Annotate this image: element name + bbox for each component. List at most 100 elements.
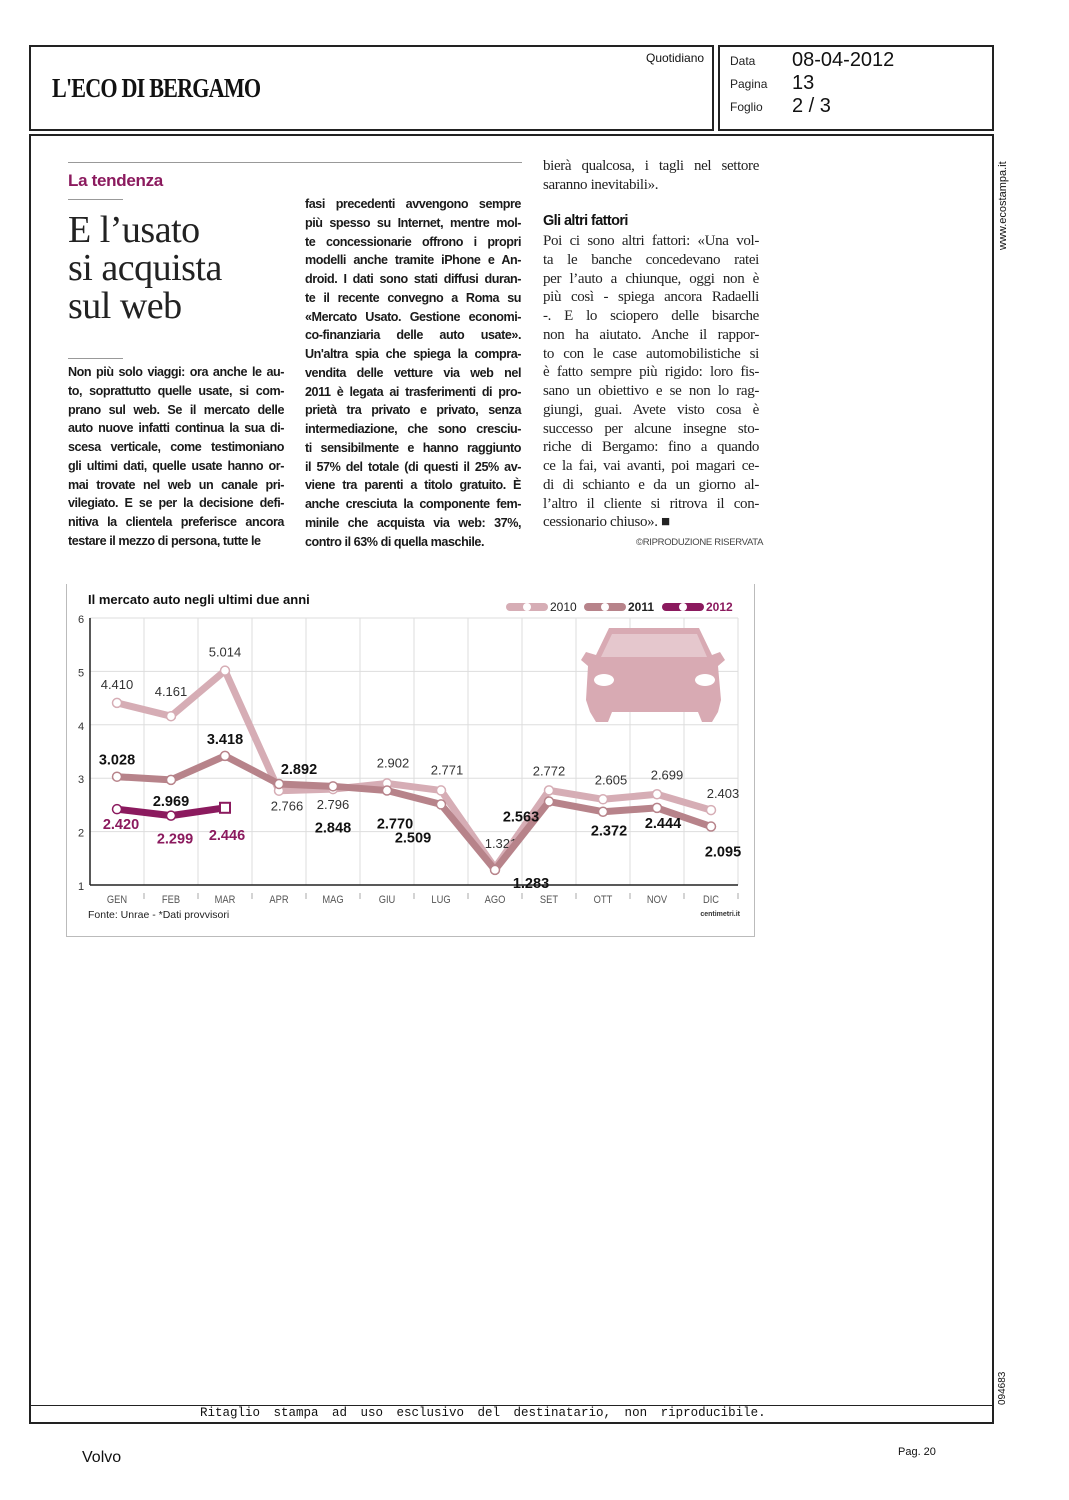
clipping-frame [29,134,994,1424]
text-line: vendita delle vetture via web nel [305,365,521,380]
text-line: «Mercato Usato. Gestione economi- [305,309,521,324]
x-tick-label: AGO [485,894,506,906]
text-line: fasi precedenti avvengono sempre [305,197,521,211]
text-line: anche cresciuta la componente fem- [305,497,521,511]
data-point [165,710,177,722]
page-value: 13 [792,72,815,94]
footer-rule [31,1405,992,1406]
x-tick-label: LUG [431,894,450,906]
headline-line: E l’usato [68,209,200,251]
text-line: Un'altra spia che spiega la compra- [305,347,521,361]
y-tick-label: 6 [78,614,84,626]
subhead: Gli altri fattori [543,213,628,229]
headline: E l’usato si acquista sul web [68,211,222,325]
car-headlight [594,674,614,686]
kicker-rule [68,199,123,200]
data-label: 2.848 [315,820,351,836]
series-line-2010 [116,667,712,872]
data-point [165,774,177,786]
chart-source: Fonte: Unrae - *Dati provvisori [88,909,229,921]
top-rule [68,162,522,163]
data-label: 2.796 [317,797,350,812]
text-line: prano sul web. Se il mercato delle [68,402,284,417]
text-line: più così - spiega ancora Radaelli [543,289,759,306]
publication-type: Quotidiano [646,51,705,65]
text-line: ta le banche concedevano ratei [543,251,759,268]
article-column-1: Non più solo viaggi: ora anche le au-to,… [68,363,284,551]
y-tick-label: 1 [78,881,84,893]
text-line: auto nuove infatti continua la sua di- [68,421,284,436]
x-tick-label: MAG [322,894,343,906]
text-line: vilegiato. E se per la decisione defi- [68,496,284,511]
data-point [381,785,393,796]
text-line: Non più solo viaggi: ora anche le au- [68,365,284,379]
text-line: testare il mezzo di persona, tutte le [68,533,261,548]
text-line: successo per alcune insegne sto- [543,420,759,437]
car-icon [581,628,725,722]
data-label: 2.892 [281,762,317,778]
data-point [651,789,663,800]
car-headlight [695,674,715,686]
data-label: 2.699 [651,767,684,782]
text-line: cessionario chiuso». ■ [543,514,670,531]
text-line: 2011 è legata ai trasferimenti di pro- [305,384,521,399]
headline-line: sul web [68,285,182,327]
data-point [705,821,717,832]
text-line: modelli anche tramite iPhone e An- [305,253,521,268]
text-line: gli ultimi dati, quelle usate hanno or- [68,458,284,473]
data-point [435,785,447,796]
text-line: saranno inevitabili». [543,176,659,193]
data-point [219,665,231,676]
data-label: 2.969 [153,794,189,810]
text-line: te il recente convegno a Roma su [305,290,521,305]
text-line: sano un obiettivo e se non lo rag- [543,383,759,399]
data-point [543,785,555,796]
text-line: l’altro il cliente si ritrova il con- [543,495,759,512]
text-line: bierà qualcosa, i tagli nel settore [543,158,759,174]
data-point [111,771,123,782]
x-tick-label: SET [540,894,558,906]
data-point [273,778,285,790]
data-label: 3.418 [207,732,243,748]
text-line: to, soprattutto quelle usate, si com- [68,383,284,398]
page-number: Pag. 20 [898,1446,936,1458]
article-column-3-top: bierà qualcosa, i tagli nel settore saran… [543,157,759,195]
data-point [543,796,555,807]
masthead-box [29,45,714,131]
sheet-label: Foglio [730,100,763,114]
headline-line: si acquista [68,247,222,289]
data-label: 2.446 [209,828,245,844]
data-point-provisional [219,801,231,814]
y-tick-label: 4 [78,721,84,733]
data-label: 4.161 [155,684,188,699]
article-column-2: fasi precedenti avvengono sempre più spes… [305,195,521,551]
copyright: ©RIPRODUZIONE RISERVATA [636,537,764,548]
y-tick-label: 3 [78,774,84,786]
meta-box [718,45,994,131]
car-body [581,628,725,722]
clip-notice: Ritaglio stampa ad uso esclusivo del des… [200,1406,766,1420]
data-point [597,806,609,817]
data-point [111,697,123,709]
data-point [327,781,339,792]
data-point [489,864,501,876]
data-label: 2.605 [595,772,628,787]
legend-label: 2012 [706,600,733,614]
data-point [165,810,177,821]
newspaper-logo: L'ECO DI BERGAMO [52,73,261,103]
chart-credit: centimetri.it [700,911,740,918]
data-label: 2.095 [705,845,741,861]
x-tick-label: MAR [215,894,236,906]
x-tick-label: DIC [703,894,719,906]
text-line: per l’auto a chiunque, oggi non è [543,270,759,287]
y-tick-label: 2 [78,828,84,840]
data-label: 2.770 [377,816,413,832]
y-tick-label: 5 [78,667,84,679]
data-label: 2.420 [103,817,139,833]
text-line: minile che acquista via web: 37%, [305,515,521,530]
text-line: Poi ci sono altri fattori: «Una vol- [543,233,759,249]
data-point [705,804,717,816]
data-label: 2.403 [707,786,740,801]
data-label: 2.444 [645,816,681,832]
